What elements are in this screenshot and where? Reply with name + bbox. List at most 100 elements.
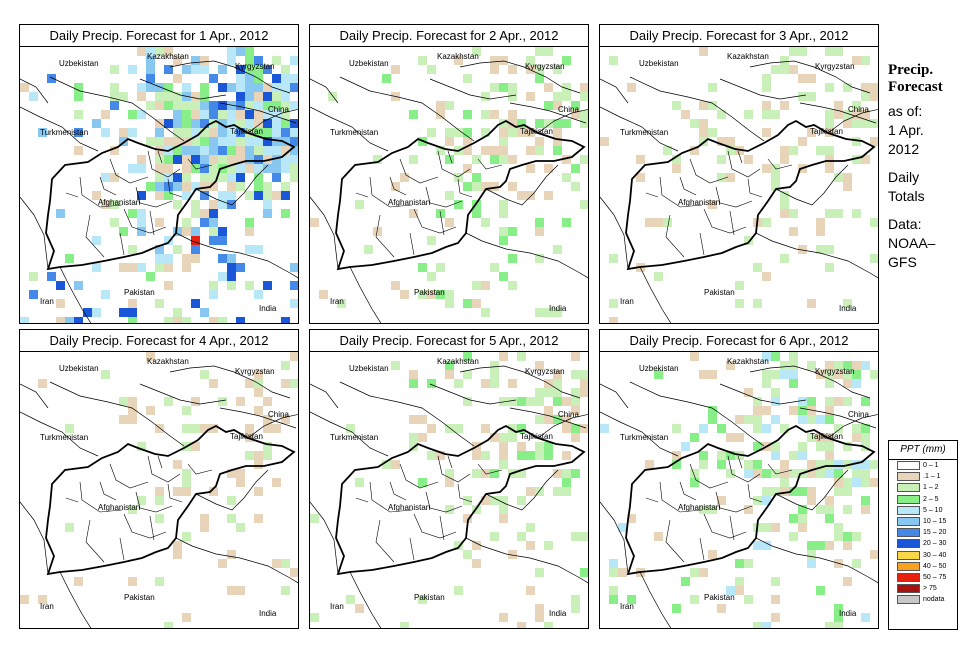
precip-cell (861, 613, 870, 622)
precip-cell (508, 92, 517, 101)
precip-cell (852, 478, 861, 487)
province-border (369, 481, 413, 513)
precip-map: Kazakhstan Uzbekistan Kyrgyzstan China Turkm… (600, 47, 878, 323)
precip-cell (236, 469, 245, 478)
precip-cell (816, 469, 825, 478)
precip-cell (816, 245, 825, 254)
precip-cell (38, 128, 47, 137)
precip-cell (580, 379, 588, 388)
precip-cell (526, 65, 535, 74)
precip-cell (816, 218, 825, 227)
precip-cell (735, 577, 744, 586)
precip-cell (780, 469, 789, 478)
precip-cell (137, 92, 146, 101)
precip-cell (281, 155, 290, 164)
province-border (109, 463, 149, 489)
precip-cell (272, 74, 281, 83)
precip-cell (481, 308, 490, 317)
precip-cell (263, 442, 272, 451)
precip-cell (119, 308, 128, 317)
precip-cell (290, 173, 298, 182)
precip-cell (690, 146, 699, 155)
precip-cell (600, 137, 609, 146)
precip-cell (254, 164, 263, 173)
precip-cell (834, 47, 843, 56)
precip-cell (508, 83, 517, 92)
panel-title: Daily Precip. Forecast for 3 Apr., 2012 (600, 25, 878, 47)
precip-cell (825, 164, 834, 173)
precip-cell (445, 137, 454, 146)
precip-cell (789, 227, 798, 236)
precip-cell (708, 406, 717, 415)
precip-cell (272, 128, 281, 137)
precip-cell (290, 146, 298, 155)
precip-cell (128, 164, 137, 173)
precip-cell (146, 83, 155, 92)
map-label-uzbekistan: Uzbekistan (349, 364, 389, 373)
precip-cell (254, 388, 263, 397)
precip-cell (173, 92, 182, 101)
precip-cell (490, 110, 499, 119)
legend-label: 15 – 20 (923, 529, 947, 537)
precip-cell (164, 397, 173, 406)
precip-cell (834, 622, 843, 628)
country-border (465, 232, 588, 279)
precip-cell (191, 299, 200, 308)
precip-cell (272, 424, 281, 433)
precip-cell (173, 308, 182, 317)
legend-item: > 75 (889, 583, 957, 594)
precip-cell (771, 352, 780, 361)
precip-cell (517, 442, 526, 451)
country-border (175, 232, 298, 279)
precip-cell (227, 146, 236, 155)
precip-cell (164, 263, 173, 272)
legend-swatch (897, 528, 920, 538)
precip-cell (382, 460, 391, 469)
precip-cell (173, 119, 182, 128)
precip-cell (699, 451, 708, 460)
precip-cell (780, 191, 789, 200)
precip-cell (553, 370, 562, 379)
map-label-turkmenistan: Turkmenistan (330, 128, 378, 137)
precip-cell (218, 272, 227, 281)
precip-cell (200, 514, 209, 523)
legend-swatch (897, 572, 920, 582)
precip-cell (472, 209, 481, 218)
precip-cell (155, 155, 164, 164)
precip-cell (825, 146, 834, 155)
precip-cell (580, 370, 588, 379)
precip-cell (843, 370, 852, 379)
map-label-kazakhstan: Kazakhstan (727, 52, 769, 61)
country-border (600, 196, 629, 270)
precip-cell (807, 74, 816, 83)
precip-cell (218, 397, 227, 406)
country-border (219, 407, 297, 429)
province-border (119, 537, 125, 561)
precip-cell (20, 595, 29, 604)
precip-cell (155, 173, 164, 182)
precip-cell (699, 101, 708, 110)
precip-cell (843, 110, 852, 119)
province-border (157, 150, 163, 164)
precip-cell (852, 379, 861, 388)
precip-cell (508, 379, 517, 388)
map-label-kyrgyzstan: Kyrgyzstan (815, 367, 855, 376)
afghanistan-border (625, 424, 876, 576)
precip-cell (499, 56, 508, 65)
precip-cell (562, 415, 571, 424)
precip-cell (310, 514, 319, 523)
precip-cell (182, 119, 191, 128)
country-border (719, 383, 807, 405)
precip-cell (825, 47, 834, 56)
precip-cell (562, 487, 571, 496)
precip-cell (798, 523, 807, 532)
precip-cell (789, 361, 798, 370)
panel-title: Daily Precip. Forecast for 2 Apr., 2012 (310, 25, 588, 47)
precip-cell (490, 361, 499, 370)
precip-cell (209, 110, 218, 119)
precip-cell (744, 388, 753, 397)
precip-cell (409, 415, 418, 424)
precip-cell (263, 281, 272, 290)
precip-cell (391, 281, 400, 290)
precip-cell (672, 164, 681, 173)
